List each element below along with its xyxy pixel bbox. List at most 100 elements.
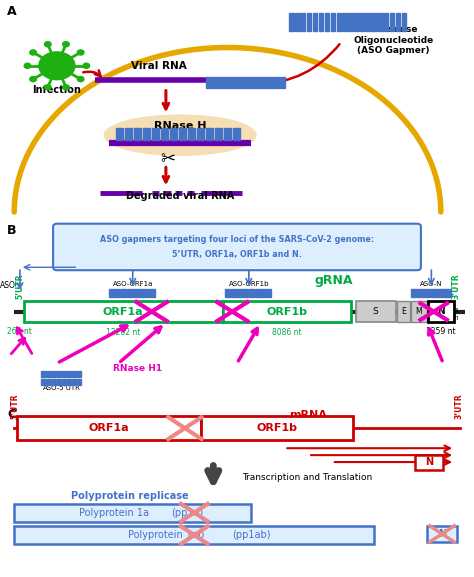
Bar — [206, 77, 210, 88]
Bar — [24, 301, 223, 322]
Bar — [246, 77, 250, 88]
Bar — [197, 128, 204, 140]
Bar — [325, 13, 329, 31]
Text: 8086 nt: 8086 nt — [272, 328, 301, 337]
Bar — [307, 13, 311, 31]
Bar — [211, 77, 215, 88]
Bar — [224, 128, 231, 140]
Bar — [426, 288, 430, 297]
Bar — [366, 13, 371, 31]
Text: ASO: ASO — [0, 280, 16, 290]
Text: Polyprotein 1a: Polyprotein 1a — [79, 508, 149, 518]
Bar — [427, 526, 457, 542]
Bar — [261, 77, 265, 88]
Bar — [67, 370, 71, 377]
Text: Polyprotein 1ab: Polyprotein 1ab — [128, 530, 204, 540]
Bar — [145, 288, 149, 297]
Bar — [378, 13, 383, 31]
Bar — [62, 370, 66, 377]
Bar — [289, 13, 294, 31]
Bar — [416, 288, 420, 297]
Bar — [115, 288, 120, 297]
Bar — [72, 370, 76, 377]
Text: Degraded viral RNA: Degraded viral RNA — [126, 191, 234, 201]
Text: M: M — [416, 307, 422, 316]
Bar — [266, 77, 270, 88]
Bar — [441, 288, 446, 297]
Bar — [356, 301, 396, 322]
Bar — [46, 379, 51, 385]
Bar — [231, 77, 235, 88]
Text: gRNA: gRNA — [315, 274, 354, 287]
Text: N: N — [438, 529, 446, 539]
Bar — [179, 128, 186, 140]
Bar — [206, 128, 213, 140]
Bar — [411, 301, 427, 322]
Bar — [276, 77, 280, 88]
Bar — [170, 128, 177, 140]
Bar — [397, 301, 410, 322]
Bar — [281, 77, 285, 88]
Text: (pp1a): (pp1a) — [171, 508, 203, 518]
Bar — [17, 416, 201, 440]
Circle shape — [30, 50, 36, 55]
Text: 265 nt: 265 nt — [8, 327, 32, 336]
Bar — [225, 288, 230, 297]
Bar — [56, 379, 61, 385]
Text: 5’UTR: 5’UTR — [11, 394, 19, 419]
Bar — [77, 370, 81, 377]
Text: E: E — [401, 307, 406, 316]
Bar — [251, 77, 255, 88]
Bar — [151, 288, 155, 297]
Bar — [372, 13, 376, 31]
Text: RNase H: RNase H — [154, 121, 206, 131]
Bar — [152, 128, 159, 140]
Text: A: A — [7, 6, 17, 18]
Text: ASO-ORF1a: ASO-ORF1a — [112, 282, 153, 287]
Bar — [233, 128, 240, 140]
Bar — [431, 288, 436, 297]
Bar — [161, 128, 168, 140]
Bar — [67, 379, 71, 385]
Text: 13202 nt: 13202 nt — [106, 328, 140, 337]
Circle shape — [45, 42, 51, 47]
Bar — [14, 504, 251, 522]
Text: N: N — [437, 307, 445, 316]
Bar — [56, 370, 61, 377]
Bar — [62, 379, 66, 385]
Text: Polyprotein replicase: Polyprotein replicase — [71, 491, 189, 501]
Bar — [133, 288, 137, 297]
Bar — [402, 13, 406, 31]
Bar — [295, 13, 300, 31]
Text: 5’UTR, ORF1a, ORF1b and N.: 5’UTR, ORF1a, ORF1b and N. — [172, 250, 302, 259]
Text: (pp1ab): (pp1ab) — [232, 530, 271, 540]
Text: 1259 nt: 1259 nt — [426, 327, 456, 336]
Text: ORF1b: ORF1b — [266, 306, 307, 317]
Bar — [116, 128, 123, 140]
Text: Viral RNA: Viral RNA — [131, 61, 187, 72]
Bar — [201, 416, 353, 440]
Bar — [267, 288, 272, 297]
Bar — [72, 379, 76, 385]
Text: Infection: Infection — [32, 85, 82, 95]
Bar — [319, 13, 323, 31]
Text: 3’UTR: 3’UTR — [452, 273, 460, 299]
Bar — [121, 288, 126, 297]
Bar — [216, 77, 220, 88]
Text: ASO gapmers targeting four loci of the SARS-CoV-2 genome:: ASO gapmers targeting four loci of the S… — [100, 235, 374, 244]
Text: ASO-5’UTR: ASO-5’UTR — [43, 385, 81, 391]
Bar — [215, 128, 222, 140]
Text: mRNA: mRNA — [289, 410, 327, 419]
Text: A
n: A n — [454, 308, 458, 321]
Text: 3’UTR: 3’UTR — [455, 394, 463, 419]
Bar — [396, 13, 400, 31]
Text: ASO-ORF1b: ASO-ORF1b — [228, 282, 269, 287]
Bar — [271, 77, 275, 88]
Bar — [138, 288, 144, 297]
Bar — [42, 379, 46, 385]
Bar — [421, 288, 425, 297]
Bar — [143, 128, 150, 140]
Bar — [437, 288, 440, 297]
Bar — [46, 370, 51, 377]
Bar — [384, 13, 389, 31]
